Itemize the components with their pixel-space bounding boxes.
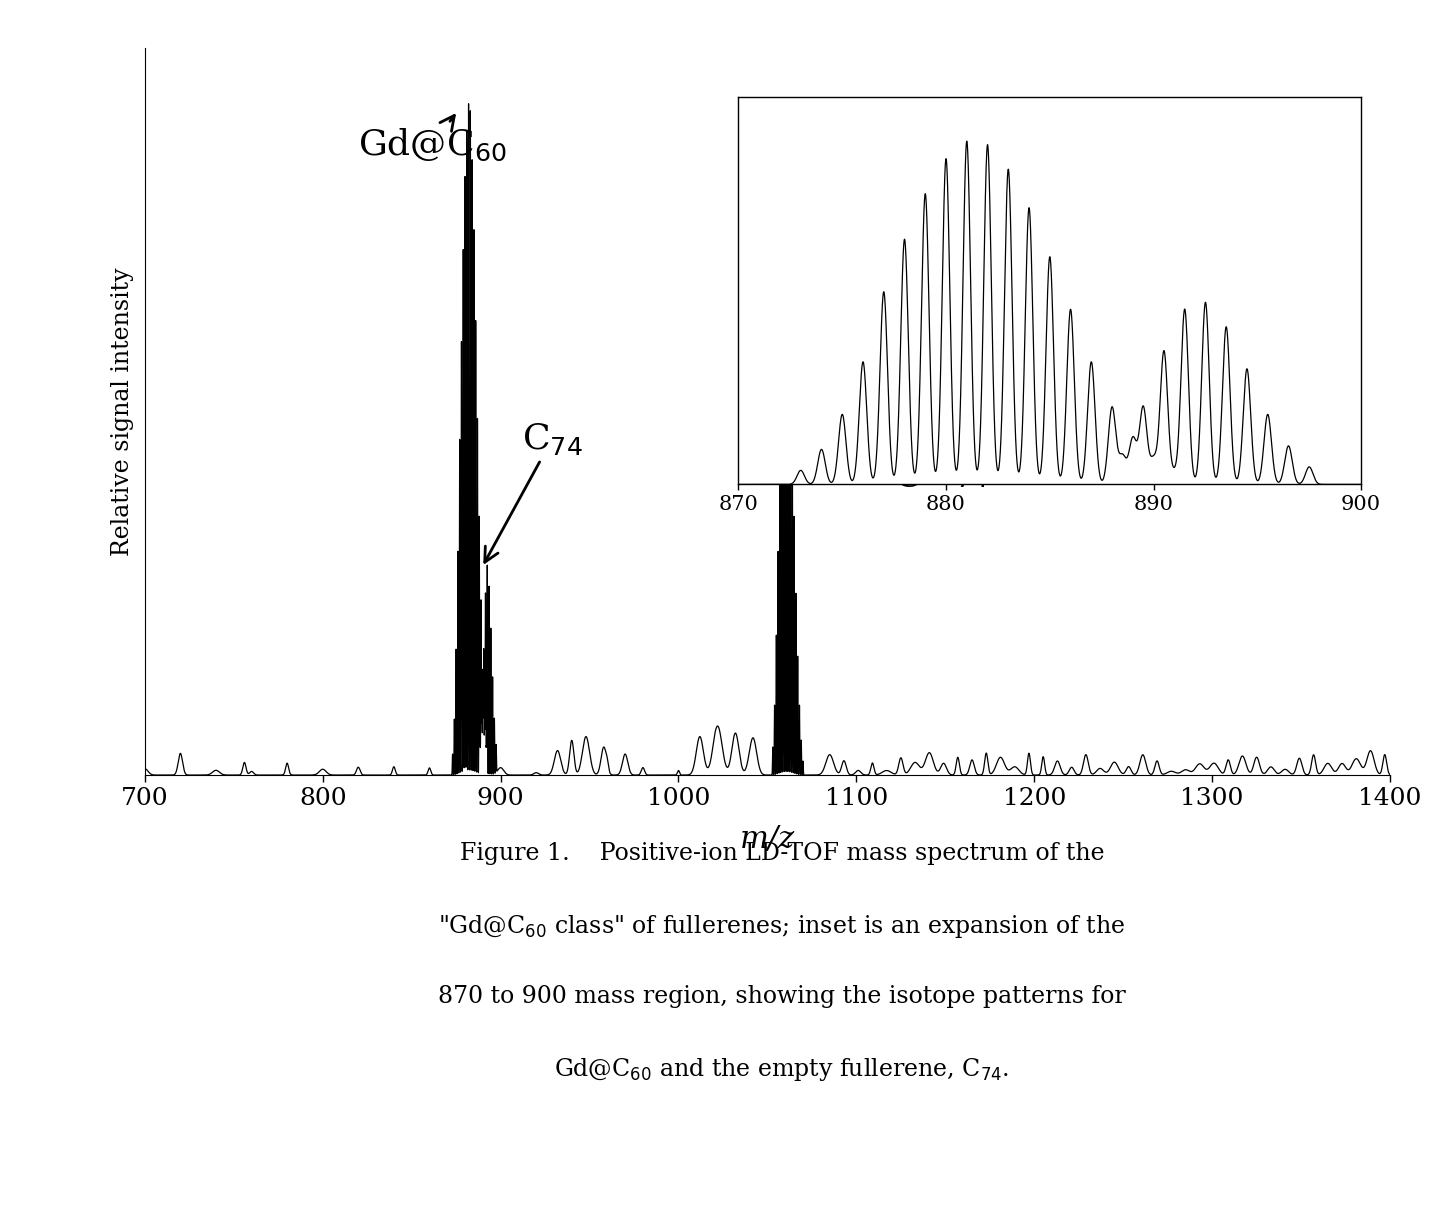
Text: Figure 1.    Positive-ion LD-TOF mass spectrum of the: Figure 1. Positive-ion LD-TOF mass spect… bbox=[459, 842, 1105, 865]
Y-axis label: Relative signal intensity: Relative signal intensity bbox=[110, 268, 133, 556]
Text: Gd@C$_{74}$: Gd@C$_{74}$ bbox=[794, 452, 988, 489]
Text: C$_{74}$: C$_{74}$ bbox=[485, 420, 582, 562]
Text: Gd@C$_{60}$ and the empty fullerene, C$_{74}$.: Gd@C$_{60}$ and the empty fullerene, C$_… bbox=[555, 1056, 1009, 1083]
Text: "Gd@C$_{60}$ class" of fullerenes; inset is an expansion of the: "Gd@C$_{60}$ class" of fullerenes; inset… bbox=[439, 913, 1125, 940]
X-axis label: m/z: m/z bbox=[740, 823, 795, 855]
Text: 870 to 900 mass region, showing the isotope patterns for: 870 to 900 mass region, showing the isot… bbox=[439, 985, 1125, 1008]
Text: Gd@C$_{60}$: Gd@C$_{60}$ bbox=[358, 115, 507, 162]
